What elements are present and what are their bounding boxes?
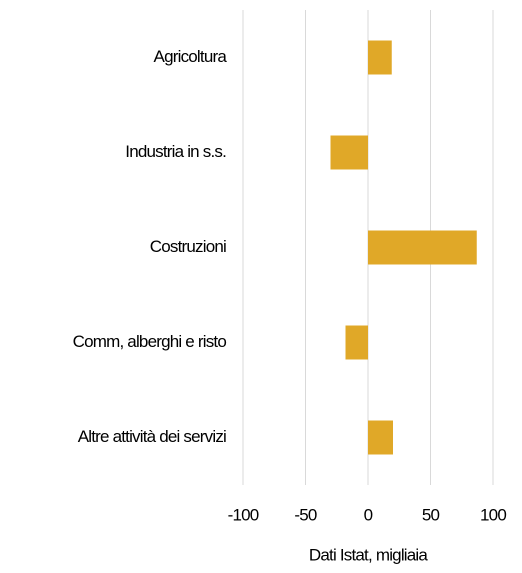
bar (345, 325, 368, 360)
y-tick-label: Agricoltura (154, 47, 228, 66)
bar (368, 40, 392, 75)
y-tick-label: Comm, alberghi e risto (73, 332, 227, 351)
x-axis-label: Dati Istat, migliaia (309, 545, 429, 564)
x-tick-label: 100 (480, 505, 506, 524)
x-tick-label: -50 (294, 505, 317, 524)
bar (330, 135, 368, 170)
x-tick-label: -100 (228, 505, 259, 524)
y-tick-label: Industria in s.s. (125, 142, 226, 161)
bar (368, 230, 477, 265)
y-tick-label: Altre attività dei servizi (78, 427, 226, 446)
x-tick-label: 0 (364, 505, 373, 524)
bar (368, 420, 393, 455)
x-tick-label: 50 (422, 505, 440, 524)
y-tick-label: Costruzioni (150, 237, 226, 256)
